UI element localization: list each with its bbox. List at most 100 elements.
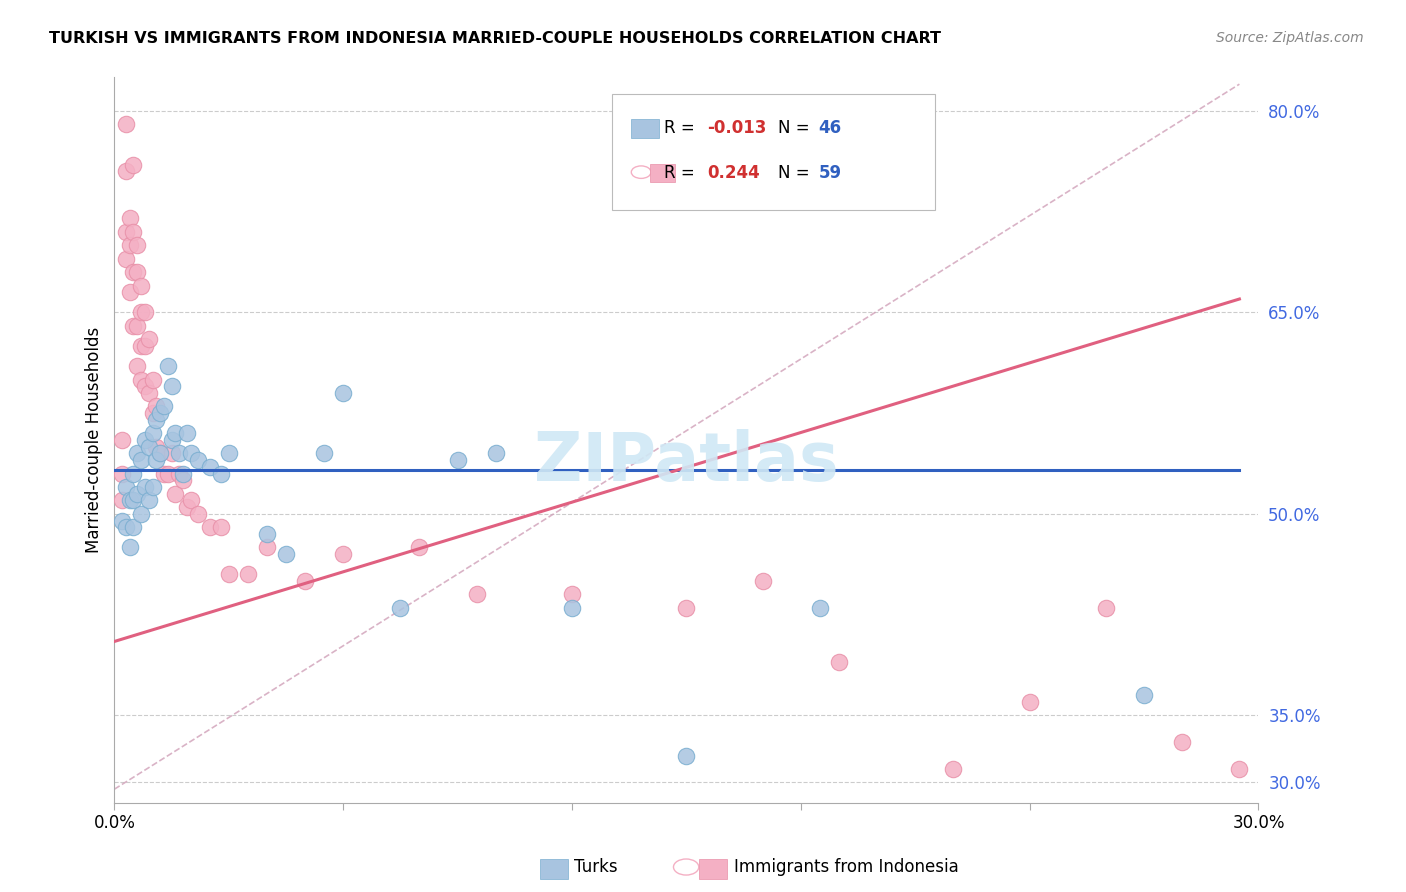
Text: R =: R = bbox=[664, 120, 700, 137]
Point bbox=[141, 373, 163, 387]
Point bbox=[561, 587, 583, 601]
Point bbox=[118, 493, 141, 508]
Y-axis label: Married-couple Households: Married-couple Households bbox=[86, 326, 103, 553]
Point bbox=[167, 467, 190, 481]
Point bbox=[129, 453, 152, 467]
Point bbox=[465, 587, 488, 601]
Point bbox=[198, 459, 221, 474]
Text: Turks: Turks bbox=[574, 858, 617, 876]
Point bbox=[145, 440, 167, 454]
Text: 0.244: 0.244 bbox=[707, 164, 761, 182]
Point bbox=[160, 433, 183, 447]
Point bbox=[808, 600, 831, 615]
Point bbox=[149, 446, 172, 460]
Point bbox=[122, 493, 145, 508]
Point bbox=[134, 480, 156, 494]
Point bbox=[127, 318, 149, 333]
Point bbox=[167, 446, 190, 460]
Point bbox=[118, 285, 141, 300]
Point bbox=[118, 541, 141, 555]
Point bbox=[165, 426, 187, 441]
Point bbox=[127, 265, 149, 279]
Point bbox=[145, 400, 167, 414]
Point bbox=[122, 265, 145, 279]
Point bbox=[561, 600, 583, 615]
Point bbox=[1171, 735, 1194, 749]
Point bbox=[256, 541, 278, 555]
Point bbox=[942, 762, 965, 776]
Point bbox=[149, 446, 172, 460]
Point bbox=[314, 446, 336, 460]
Point bbox=[118, 238, 141, 252]
Point bbox=[145, 413, 167, 427]
Point bbox=[129, 373, 152, 387]
Point bbox=[332, 547, 354, 561]
Point bbox=[408, 541, 430, 555]
Text: R =: R = bbox=[664, 164, 700, 182]
Point bbox=[115, 480, 138, 494]
Point bbox=[198, 520, 221, 534]
Point bbox=[122, 318, 145, 333]
Point bbox=[111, 514, 134, 528]
Point bbox=[446, 453, 468, 467]
Text: Immigrants from Indonesia: Immigrants from Indonesia bbox=[734, 858, 959, 876]
Point bbox=[115, 164, 138, 178]
Point bbox=[332, 386, 354, 401]
Point bbox=[209, 467, 232, 481]
Point bbox=[138, 440, 160, 454]
Point bbox=[122, 520, 145, 534]
Text: TURKISH VS IMMIGRANTS FROM INDONESIA MARRIED-COUPLE HOUSEHOLDS CORRELATION CHART: TURKISH VS IMMIGRANTS FROM INDONESIA MAR… bbox=[49, 31, 941, 46]
Point bbox=[111, 433, 134, 447]
Point bbox=[751, 574, 773, 588]
Point bbox=[118, 211, 141, 226]
Point bbox=[122, 467, 145, 481]
Point bbox=[122, 158, 145, 172]
Point bbox=[138, 332, 160, 346]
Text: 59: 59 bbox=[818, 164, 841, 182]
Point bbox=[127, 487, 149, 501]
Point bbox=[172, 473, 194, 487]
Point bbox=[115, 225, 138, 239]
Point bbox=[675, 600, 697, 615]
Point bbox=[156, 359, 179, 373]
Point bbox=[176, 426, 198, 441]
Point bbox=[176, 500, 198, 515]
Point bbox=[149, 406, 172, 420]
Point bbox=[180, 446, 202, 460]
Point bbox=[294, 574, 316, 588]
Point bbox=[218, 567, 240, 582]
Point bbox=[129, 339, 152, 353]
Point bbox=[134, 379, 156, 393]
Text: ZIPatlas: ZIPatlas bbox=[534, 429, 839, 495]
Point bbox=[141, 406, 163, 420]
Point bbox=[1018, 695, 1040, 709]
Point bbox=[1133, 688, 1156, 702]
Point bbox=[160, 379, 183, 393]
Text: Source: ZipAtlas.com: Source: ZipAtlas.com bbox=[1216, 31, 1364, 45]
Point bbox=[172, 467, 194, 481]
Point bbox=[389, 600, 412, 615]
Point bbox=[134, 305, 156, 319]
Point bbox=[145, 453, 167, 467]
Point bbox=[134, 433, 156, 447]
Point bbox=[111, 493, 134, 508]
Point bbox=[134, 339, 156, 353]
Point bbox=[187, 453, 209, 467]
Point bbox=[218, 446, 240, 460]
Point bbox=[115, 520, 138, 534]
Point bbox=[129, 507, 152, 521]
Point bbox=[180, 493, 202, 508]
Point bbox=[165, 487, 187, 501]
Point bbox=[828, 655, 851, 669]
Point bbox=[129, 278, 152, 293]
Point bbox=[675, 748, 697, 763]
Text: N =: N = bbox=[778, 164, 814, 182]
Text: -0.013: -0.013 bbox=[707, 120, 766, 137]
Point bbox=[115, 252, 138, 266]
Point bbox=[187, 507, 209, 521]
Point bbox=[274, 547, 297, 561]
Text: N =: N = bbox=[778, 120, 814, 137]
Point bbox=[256, 527, 278, 541]
Point bbox=[153, 467, 176, 481]
Point bbox=[127, 359, 149, 373]
